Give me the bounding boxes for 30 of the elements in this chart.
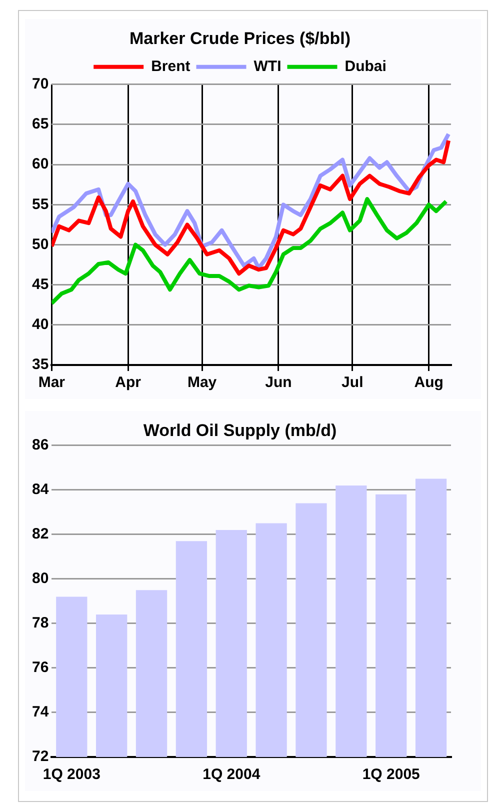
y-tick-label: 76 (32, 659, 49, 676)
x-tick-label: May (187, 374, 218, 392)
y-tick-label: 40 (32, 316, 49, 334)
x-tick-label: 1Q 2003 (42, 766, 100, 784)
y-tick-label: 55 (32, 196, 49, 213)
legend-label: Brent (151, 58, 190, 76)
x-tick-label: 1Q 2005 (362, 766, 420, 784)
legend-label: WTI (254, 58, 282, 76)
y-tick-label: 60 (32, 156, 49, 173)
y-tick-label: 82 (32, 526, 49, 543)
y-tick-label: 80 (32, 570, 49, 588)
x-tick-label: Jun (265, 374, 292, 392)
y-tick-label: 84 (32, 481, 50, 498)
x-tick-label: Apr (115, 374, 142, 392)
y-tick-label: 72 (32, 748, 49, 766)
y-tick-label: 65 (32, 116, 49, 133)
y-tick-label: 86 (32, 436, 49, 454)
x-tick-label: Jul (342, 374, 364, 392)
y-tick-label: 50 (32, 236, 49, 253)
y-tick-label: 74 (32, 704, 50, 721)
y-tick-label: 35 (32, 356, 49, 374)
y-tick-label: 45 (32, 276, 49, 293)
y-tick-label: 70 (32, 76, 49, 93)
chart-title: Marker Crude Prices ($/bbl) (129, 28, 351, 48)
x-tick-label: 1Q 2004 (202, 766, 261, 784)
chart-title: World Oil Supply (mb/d) (143, 420, 337, 440)
x-tick-label: Mar (38, 374, 66, 392)
y-tick-label: 78 (32, 614, 49, 632)
legend-label: Dubai (344, 58, 386, 76)
x-tick-label: Aug (414, 374, 444, 392)
